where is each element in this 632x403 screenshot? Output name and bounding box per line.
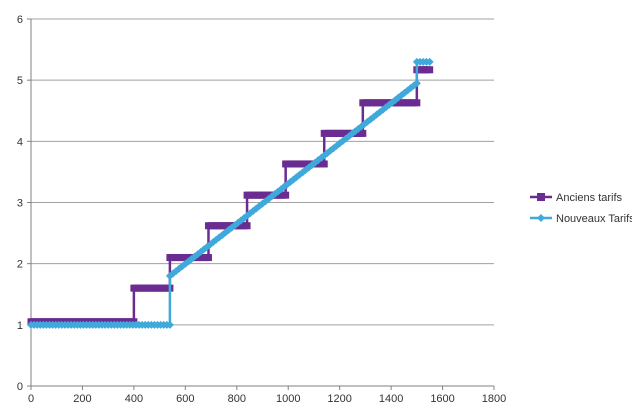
- legend-marker: [537, 214, 545, 222]
- series-line: [31, 68, 430, 324]
- y-tick-label: 3: [17, 198, 23, 210]
- data-point: [425, 57, 434, 66]
- data-point: [165, 320, 174, 329]
- x-tick-label: 1600: [430, 393, 454, 403]
- x-tick-label: 0: [28, 393, 34, 403]
- data-point: [412, 79, 421, 88]
- x-tick-label: 800: [228, 393, 246, 403]
- data-point: [282, 191, 290, 199]
- data-point: [243, 222, 251, 230]
- axes: 0 1 2 3 4 5 6 0 200 400 600 800 1000 1200 1400 1600 1800: [17, 14, 506, 403]
- x-tick-label: 400: [125, 393, 143, 403]
- x-tick-label: 1800: [482, 393, 506, 403]
- legend-marker: [537, 193, 545, 201]
- x-tick-label: 1200: [327, 393, 351, 403]
- series-layer: [27, 57, 434, 329]
- y-tick-label: 0: [17, 381, 23, 393]
- series-anciens-tarifs: [27, 66, 434, 326]
- data-point: [187, 255, 196, 264]
- y-tick-label: 5: [17, 75, 23, 87]
- data-point: [359, 129, 367, 137]
- legend-item-nouveaux-tarifs: Nouveaux Tarifs: [530, 213, 632, 225]
- legend-label: Anciens tarifs: [556, 192, 623, 204]
- legend-item-anciens-tarifs: Anciens tarifs: [530, 192, 623, 204]
- grid-lines: [31, 18, 494, 326]
- data-point: [320, 160, 328, 168]
- x-tick-label: 200: [73, 393, 91, 403]
- data-point: [413, 99, 421, 107]
- data-point: [130, 318, 138, 326]
- y-tick-label: 1: [17, 320, 23, 332]
- data-point: [204, 254, 212, 262]
- x-tick-label: 1000: [276, 393, 300, 403]
- x-tick-label: 1400: [379, 393, 403, 403]
- legend-label: Nouveaux Tarifs: [556, 213, 632, 225]
- x-tick-label: 600: [176, 393, 194, 403]
- legend: Anciens tarifs Nouveaux Tarifs: [530, 192, 632, 225]
- data-point: [426, 66, 434, 74]
- series-nouveaux-tarifs: [27, 57, 434, 329]
- y-tick-label: 6: [17, 14, 23, 26]
- y-tick-label: 4: [17, 136, 23, 148]
- y-tick-label: 2: [17, 259, 23, 271]
